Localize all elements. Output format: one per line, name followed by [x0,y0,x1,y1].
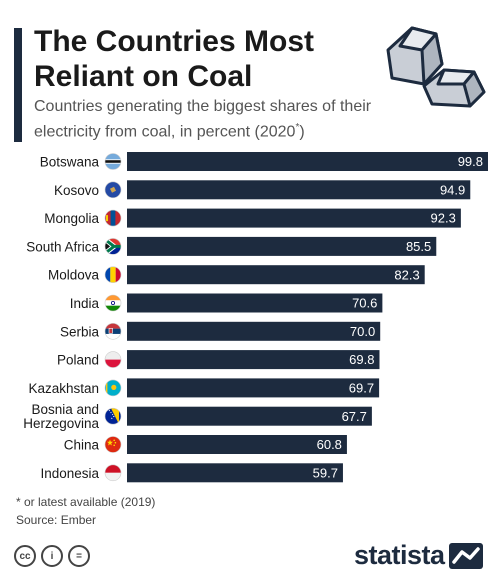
china-flag-icon [105,436,121,453]
value-label-serbia: 70.0 [350,324,375,339]
category-label-serbia: Serbia [60,324,100,339]
category-label-mongolia: Mongolia [44,211,99,226]
botswana-flag-icon [105,153,121,170]
attribution-icon[interactable]: i [41,545,63,567]
indonesia-flag-icon [105,464,121,481]
value-label-poland: 69.8 [349,352,374,367]
value-label-botswana: 99.8 [458,154,483,169]
subtitle-footnote-mark: * [295,122,300,133]
kosovo-flag-icon [105,181,121,198]
mongolia-flag-icon [105,210,121,227]
category-label-botswana: Botswana [40,155,100,170]
india-flag-icon [105,295,121,311]
statista-brand[interactable]: statista [354,540,483,571]
source-note: Source: Ember [16,513,97,527]
kazakhstan-flag-icon [105,379,121,396]
category-label-poland: Poland [57,353,99,368]
brand-name: statista [354,540,445,570]
chart-subtitle: Countries generating the biggest shares … [34,96,394,142]
serbia-flag-icon [105,323,121,340]
category-label-kazakhstan: Kazakhstan [28,381,99,396]
value-label-bosnia-and-herzegovina: 67.7 [342,409,367,424]
south-africa-flag-icon [105,238,121,255]
category-label-moldova: Moldova [48,268,100,283]
cc-icon-label: cc [19,550,31,562]
value-label-indonesia: 59.7 [313,465,338,480]
title-accent-bar [14,28,22,142]
flag-outline [104,464,122,482]
bar-india [127,293,383,313]
bar-botswana [127,152,488,171]
flag-outline [104,436,122,453]
chart-title: The Countries Most Reliant on Coal [34,25,315,93]
coal-lumps-icon [386,26,486,108]
flag-outline [104,294,122,312]
category-label-china: China [64,438,100,453]
category-label-south-africa: South Africa [26,239,99,254]
bar-kazakhstan [127,378,380,398]
bar-moldova [127,265,425,285]
value-label-mongolia: 92.3 [431,211,456,226]
value-label-india: 70.6 [352,296,377,311]
attribution-icon-label: i [50,550,54,562]
flag-outline [104,153,122,170]
flag-outline [104,379,122,397]
value-label-moldova: 82.3 [394,267,419,282]
moldova-flag-icon [105,266,121,283]
flag-outline [104,209,122,227]
poland-flag-icon [105,351,121,368]
bar-kosovo [127,180,471,200]
category-label-india: India [70,296,100,311]
bar-mongolia [127,208,461,228]
category-label-kosovo: Kosovo [54,183,99,198]
value-label-china: 60.8 [317,437,342,452]
flag-outline [104,351,122,368]
flag-outline [104,322,122,340]
bar-indonesia [127,463,343,483]
statista-logo-icon [448,542,483,569]
value-label-kosovo: 94.9 [440,182,465,197]
no-derivatives-icon[interactable]: = [68,545,90,567]
category-label-indonesia: Indonesia [40,466,99,481]
bar-bosnia-and-herzegovina [127,406,372,426]
bar-poland [127,350,380,370]
category-label-bosnia-and-herzegovina: Bosnia and Herzegovina [23,402,99,431]
subtitle-end: ) [299,123,305,141]
license-icons: cc i = [14,545,90,567]
value-label-kazakhstan: 69.7 [349,381,374,396]
bar-serbia [127,321,381,341]
subtitle-text: Countries generating the biggest shares … [34,98,372,141]
no-derivatives-icon-label: = [76,550,82,562]
footnote: * or latest available (2019) [16,495,156,509]
bar-china [127,435,347,454]
bosnia-flag-icon [105,408,121,425]
flag-outline [104,181,122,199]
flag-outline [104,238,122,255]
flag-outline [104,407,122,425]
bar-south-africa [127,236,437,256]
cc-icon[interactable]: cc [14,545,36,567]
flag-outline [104,266,122,284]
value-label-south-africa: 85.5 [406,239,431,254]
